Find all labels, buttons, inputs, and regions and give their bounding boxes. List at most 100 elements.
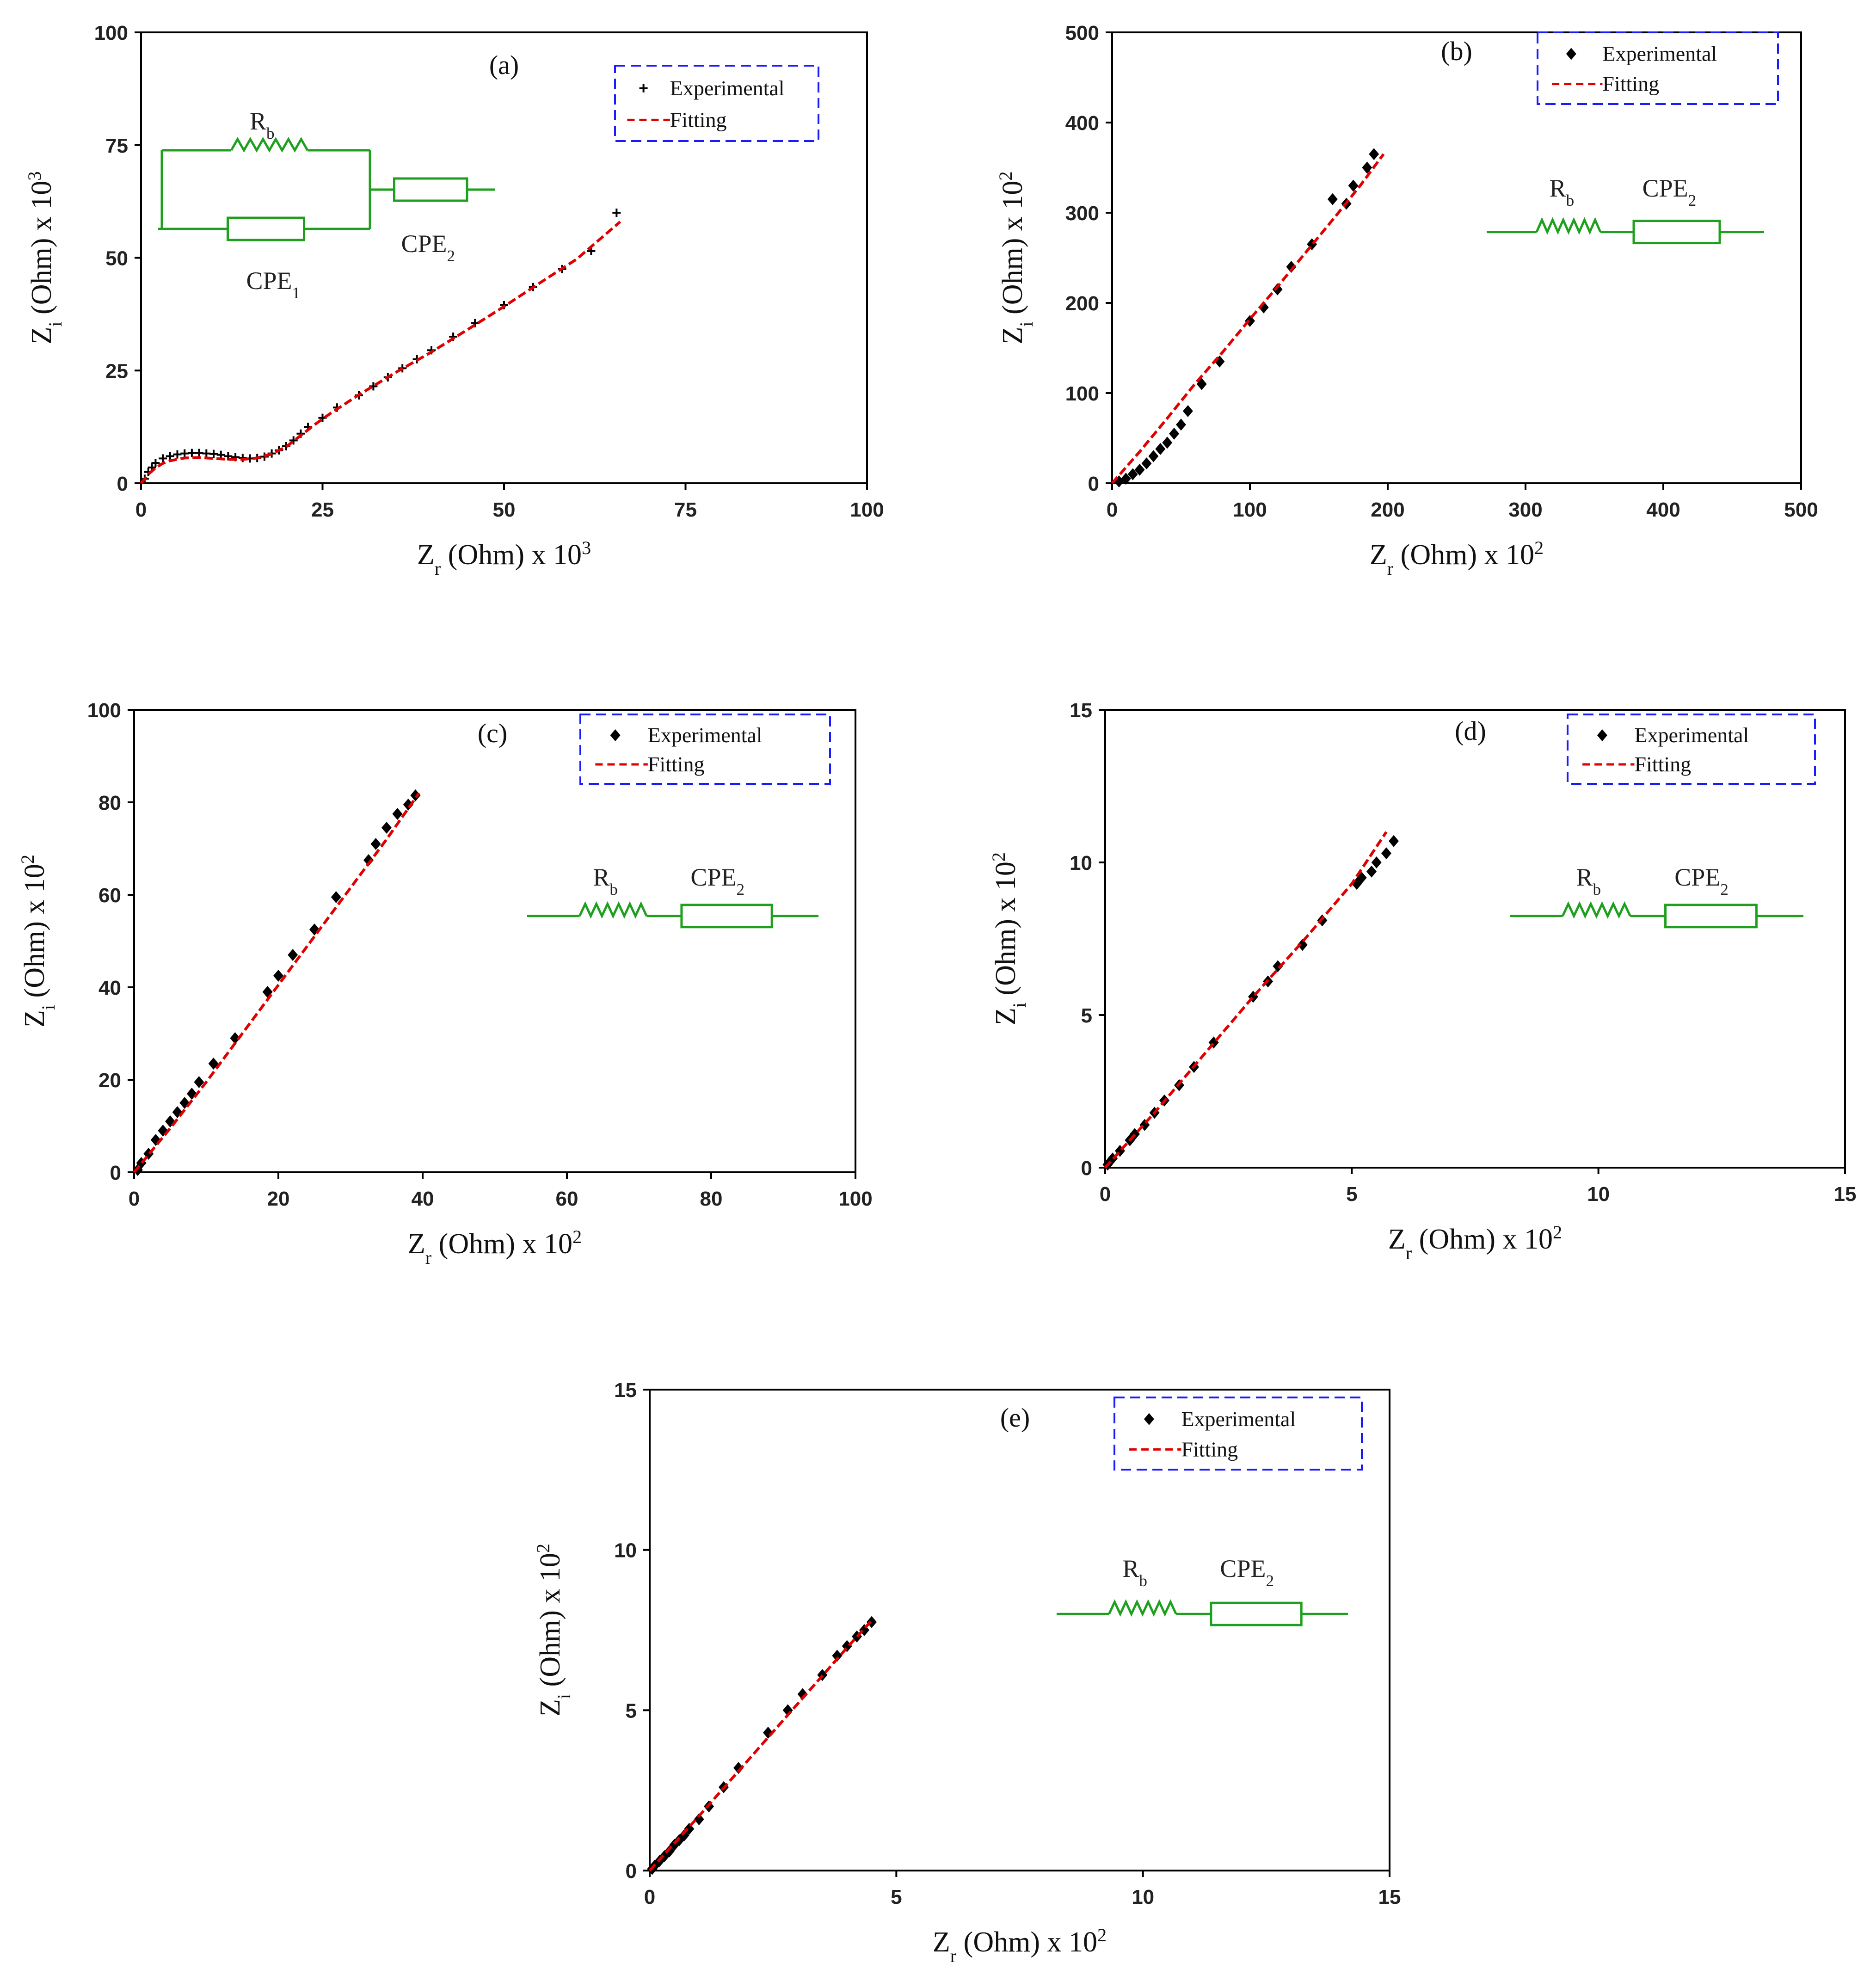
y-axis-label: Zi (Ohm) x 102 xyxy=(533,1544,574,1717)
plot-frame xyxy=(1111,31,1802,484)
circuit-label-4-cpe2: CPE2 xyxy=(1220,1555,1274,1590)
data-point-experimental xyxy=(187,449,196,457)
legend-experimental-marker xyxy=(639,84,648,92)
panel-label: (a) xyxy=(489,50,519,80)
circuit-label-0-rb: Rb xyxy=(250,107,275,142)
data-point-experimental xyxy=(1389,835,1399,847)
y-tick-label: 75 xyxy=(105,135,128,157)
y-axis-label: Zi (Ohm) x 102 xyxy=(995,171,1037,344)
y-tick-label: 500 xyxy=(1065,22,1099,44)
data-point-experimental xyxy=(694,1813,704,1826)
x-axis-label: Zr (Ohm) x 102 xyxy=(1388,1222,1562,1263)
y-tick-label: 40 xyxy=(98,977,121,999)
data-point-experimental xyxy=(273,970,283,982)
legend-experimental-label: Experimental xyxy=(1181,1407,1296,1431)
y-tick-label: 60 xyxy=(98,884,121,907)
data-point-experimental xyxy=(230,1032,240,1044)
x-tick-label: 100 xyxy=(1233,499,1267,521)
data-point-experimental xyxy=(612,209,621,217)
cpe-element-icon xyxy=(227,216,305,241)
y-tick-label: 0 xyxy=(1081,1157,1092,1180)
x-tick-label: 80 xyxy=(700,1188,723,1210)
chart-panel-3: 0 5 10 15 0 5 10 15 Zr (Ohm) x 102 Zi (Ohm) x 102… xyxy=(988,699,1857,1263)
data-point-experimental xyxy=(1176,419,1186,431)
legend-experimental-label: Experimental xyxy=(670,76,785,100)
plot-frame xyxy=(649,1389,1390,1871)
x-tick-label: 400 xyxy=(1646,499,1680,521)
data-point-experimental xyxy=(1162,437,1173,449)
legend-box xyxy=(1113,1397,1363,1471)
legend-fitting-label: Fitting xyxy=(648,752,705,776)
circuit-label-0-cpe2: CPE2 xyxy=(401,230,455,265)
legend-box xyxy=(1537,31,1779,105)
y-tick-label: 50 xyxy=(105,247,128,270)
series-line-fitting xyxy=(648,1619,873,1872)
circuit-label-1-rb: Rb xyxy=(1550,174,1575,209)
x-tick-label: 100 xyxy=(850,499,884,521)
x-tick-label: 100 xyxy=(838,1188,872,1210)
data-point-experimental xyxy=(208,1058,219,1070)
x-tick-label: 5 xyxy=(891,1886,902,1908)
y-tick-label: 0 xyxy=(1088,473,1099,495)
legend-fitting-label: Fitting xyxy=(1602,72,1659,96)
data-point-experimental xyxy=(392,808,403,820)
data-point-experimental xyxy=(224,452,233,461)
x-tick-label: 0 xyxy=(129,1188,140,1210)
x-tick-label: 0 xyxy=(1107,499,1118,521)
data-point-experimental xyxy=(664,1845,675,1858)
data-point-experimental xyxy=(159,454,167,463)
panel-label: (e) xyxy=(1000,1403,1030,1433)
x-tick-label: 40 xyxy=(412,1188,434,1210)
x-tick-label: 10 xyxy=(1132,1886,1154,1908)
y-tick-label: 100 xyxy=(1065,382,1099,405)
plot-frame xyxy=(140,31,868,484)
data-point-experimental xyxy=(1371,856,1382,868)
x-tick-label: 15 xyxy=(1834,1183,1857,1206)
series-line-fitting xyxy=(1104,831,1388,1169)
x-tick-label: 60 xyxy=(556,1188,578,1210)
legend-experimental-label: Experimental xyxy=(1602,42,1717,66)
data-point-experimental xyxy=(1155,443,1166,455)
data-point-experimental xyxy=(288,949,298,961)
cpe-element-icon xyxy=(1210,1601,1303,1626)
y-tick-label: 80 xyxy=(98,792,121,814)
circuit-label-2-rb: Rb xyxy=(593,863,618,899)
y-tick-label: 200 xyxy=(1065,292,1099,315)
x-tick-label: 0 xyxy=(644,1886,655,1908)
circuit-label-2-cpe2: CPE2 xyxy=(690,863,744,899)
x-tick-label: 50 xyxy=(493,499,516,521)
data-point-experimental xyxy=(1327,193,1338,205)
y-tick-label: 25 xyxy=(105,360,128,382)
data-point-experimental xyxy=(381,822,392,834)
data-point-experimental xyxy=(180,449,189,458)
legend-experimental-marker xyxy=(1566,48,1576,60)
data-point-experimental xyxy=(173,450,182,459)
cpe-element-icon xyxy=(393,177,468,202)
y-axis-label: Zi (Ohm) x 102 xyxy=(17,855,59,1028)
data-point-experimental xyxy=(679,1829,689,1841)
legend-fitting-label: Fitting xyxy=(1181,1437,1238,1461)
x-tick-label: 0 xyxy=(1100,1183,1111,1206)
y-tick-label: 100 xyxy=(87,699,121,722)
y-tick-label: 15 xyxy=(614,1379,637,1402)
legend-box xyxy=(614,65,819,142)
x-tick-label: 200 xyxy=(1371,499,1404,521)
x-axis-label: Zr (Ohm) x 102 xyxy=(933,1925,1107,1966)
data-point-experimental xyxy=(202,449,211,458)
legend-box xyxy=(1567,714,1816,785)
x-tick-label: 20 xyxy=(267,1188,290,1210)
x-axis-label: Zr (Ohm) x 102 xyxy=(408,1226,582,1268)
y-axis-label: Zi (Ohm) x 102 xyxy=(988,852,1030,1025)
data-point-experimental xyxy=(1273,960,1283,972)
x-tick-label: 300 xyxy=(1508,499,1542,521)
data-point-experimental xyxy=(1272,283,1283,295)
resistor-icon xyxy=(1562,901,1631,919)
y-tick-label: 0 xyxy=(110,1162,121,1184)
legend-experimental-label: Experimental xyxy=(648,723,763,747)
y-tick-label: 5 xyxy=(626,1699,637,1722)
resistor-icon xyxy=(230,136,309,153)
legend-experimental-marker xyxy=(610,729,621,741)
data-point-experimental xyxy=(363,854,374,866)
data-point-experimental xyxy=(1286,261,1297,273)
chart-panel-1: 0 100 200 300 400 500 0 100 200 300 400 500 Zr (Ohm)… xyxy=(995,22,1818,579)
